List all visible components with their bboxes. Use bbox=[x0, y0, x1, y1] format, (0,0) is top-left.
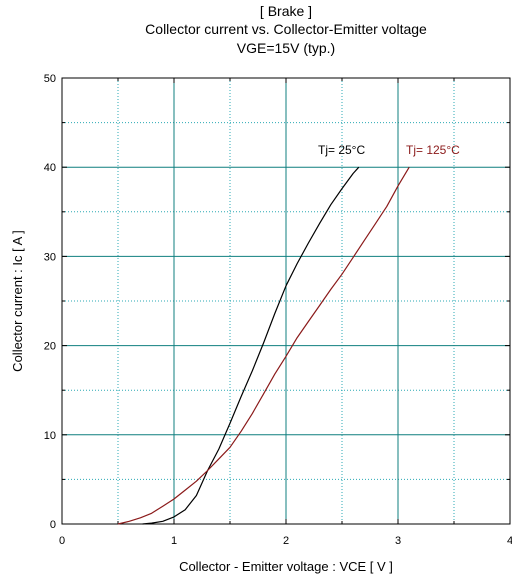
tick-marks bbox=[61, 77, 511, 525]
x-tick-labels: 0 1 2 3 4 bbox=[59, 535, 512, 547]
minor-grid bbox=[62, 78, 510, 524]
x-tick-label-2: 2 bbox=[283, 535, 289, 547]
y-tick-labels: 0 10 20 30 40 50 bbox=[44, 73, 56, 531]
annotation-tj125: Tj= 125°C bbox=[406, 143, 460, 157]
chart-subtitle: Collector current vs. Collector-Emitter … bbox=[145, 21, 427, 37]
series-line-1 bbox=[117, 166, 410, 525]
x-tick-label-0: 0 bbox=[59, 535, 65, 547]
y-tick-label-2: 20 bbox=[44, 341, 56, 353]
y-tick-label-0: 0 bbox=[50, 519, 56, 531]
y-tick-label-1: 10 bbox=[44, 430, 56, 442]
y-tick-label-5: 50 bbox=[44, 73, 56, 85]
x-axis-label: Collector - Emitter voltage : VCE [ V ] bbox=[179, 559, 393, 574]
y-tick-label-4: 40 bbox=[44, 162, 56, 174]
major-grid bbox=[62, 78, 510, 524]
x-tick-label-3: 3 bbox=[395, 535, 401, 547]
x-tick-label-1: 1 bbox=[171, 535, 177, 547]
x-tick-label-4: 4 bbox=[507, 535, 512, 547]
y-axis-label: Collector current : Ic [ A ] bbox=[10, 230, 25, 372]
series-line-0 bbox=[142, 166, 360, 525]
chart-condition: VGE=15V (typ.) bbox=[236, 40, 336, 56]
annotation-tj25: Tj= 25°C bbox=[318, 143, 365, 157]
chart-title: [ Brake ] bbox=[259, 3, 313, 19]
series-lines bbox=[117, 166, 410, 525]
y-tick-label-3: 30 bbox=[44, 251, 56, 263]
